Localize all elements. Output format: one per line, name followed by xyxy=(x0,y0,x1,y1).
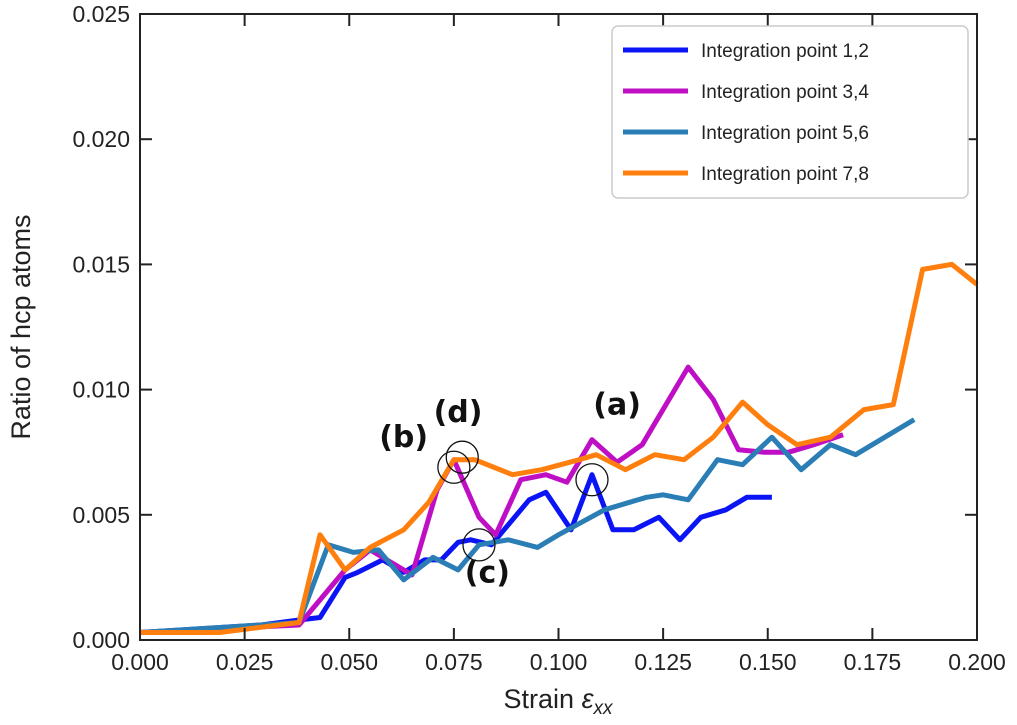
legend-box xyxy=(611,25,969,199)
y-tick-label: 0.020 xyxy=(72,126,130,152)
legend-label: Integration point 1,2 xyxy=(701,41,869,62)
annotation-label: (c) xyxy=(465,555,510,590)
x-tick-label: 0.100 xyxy=(530,649,588,675)
x-tick-label: 0.150 xyxy=(739,649,797,675)
x-tick-label: 0.075 xyxy=(425,649,483,675)
tick-layer: 0.000 0.025 0.050 0.075 0.100 0.125 0.150 0.175… xyxy=(72,1,1005,675)
series-layer xyxy=(139,261,979,635)
x-tick-label: 0.000 xyxy=(111,649,169,675)
legend-label: Integration point 7,8 xyxy=(701,164,869,185)
legend: Integration point 1,2 Integration point 3… xyxy=(611,25,969,199)
y-tick-label: 0.025 xyxy=(72,1,130,27)
legend-label: Integration point 5,6 xyxy=(701,123,869,144)
x-tick-label: 0.025 xyxy=(216,649,274,675)
legend-label: Integration point 3,4 xyxy=(701,82,869,103)
x-tick-label: 0.125 xyxy=(634,649,692,675)
x-tick-label: 0.175 xyxy=(844,649,902,675)
x-tick-label: 0.050 xyxy=(320,649,378,675)
annotation-label: (d) xyxy=(434,395,483,430)
series-line-4 xyxy=(140,261,979,635)
y-axis-label: Ratio of hcp atoms xyxy=(6,214,36,439)
annotation-circle xyxy=(445,440,479,474)
x-axis-label: Strain εxx xyxy=(504,684,614,719)
y-tick-label: 0.005 xyxy=(72,502,130,528)
annotation-label: (a) xyxy=(593,388,641,423)
annotation-layer: (a) (b) (c) (d) xyxy=(379,388,641,591)
x-tick-label: 0.200 xyxy=(948,649,1006,675)
y-tick-label: 0.015 xyxy=(72,251,130,277)
annotation-circle xyxy=(437,450,471,484)
y-tick-label: 0.010 xyxy=(72,377,130,403)
annotation-circle xyxy=(462,528,496,562)
annotation-circle xyxy=(575,463,609,497)
annotation-label: (b) xyxy=(379,420,428,455)
y-tick-label: 0.000 xyxy=(72,627,130,653)
